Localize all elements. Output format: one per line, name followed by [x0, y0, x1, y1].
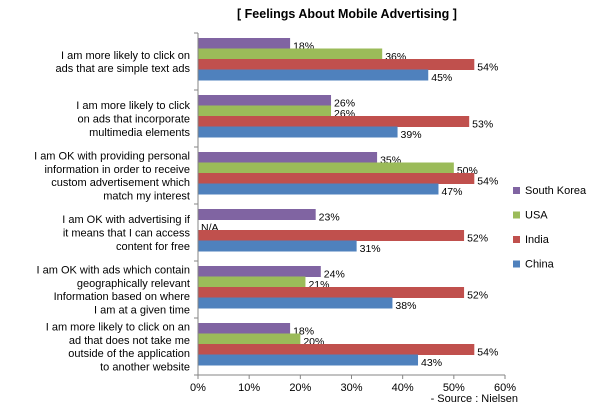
category-label: I am at a given time: [94, 305, 190, 317]
category-label: ad that does not take me: [69, 335, 190, 347]
bar-south-korea-3: [198, 209, 316, 220]
category-label: information in order to receive: [44, 164, 190, 176]
bar-india-3: [198, 230, 465, 241]
category-label: Information based on where: [54, 291, 190, 303]
bar-china-2: [198, 183, 439, 195]
bar-china-1: [198, 126, 398, 138]
bar-usa-4: [198, 276, 306, 288]
data-label: 38%: [395, 300, 416, 312]
bar-china-4: [198, 297, 393, 309]
x-tick-label: 20%: [289, 382, 311, 394]
data-label: 52%: [467, 290, 488, 302]
category-label: match my interest: [103, 191, 190, 203]
source-note: - Source : Nielsen: [431, 393, 518, 405]
data-label: 43%: [421, 357, 442, 369]
bar-south-korea-2: [198, 152, 378, 163]
category-label: content for free: [116, 241, 190, 253]
x-tick-label: 30%: [340, 382, 362, 394]
bar-china-3: [198, 240, 357, 252]
bar-south-korea-1: [198, 95, 332, 106]
bar-china-5: [198, 354, 419, 366]
category-label: to another website: [100, 362, 190, 374]
chart-title: [ Feelings About Mobile Advertising ]: [237, 7, 457, 21]
category-label: I am more likely to click: [76, 100, 190, 112]
bar-usa-5: [198, 333, 301, 345]
legend: South Korea USA India China: [513, 185, 587, 271]
legend-label: India: [525, 234, 550, 246]
data-label: 52%: [467, 233, 488, 245]
data-label: 54%: [477, 62, 498, 74]
data-label: 31%: [360, 243, 381, 255]
category-label: I am more likely to click on: [61, 50, 190, 62]
legend-swatch-usa: [513, 211, 520, 219]
data-label: 26%: [334, 98, 355, 110]
data-label: 54%: [477, 347, 498, 359]
category-label: geographically relevant: [77, 278, 190, 290]
legend-label: USA: [525, 210, 548, 222]
category-label: outside of the application: [68, 348, 190, 360]
plot-area: 18%26%35%23%24%18%36%26%50%N/A21%20%54%5…: [34, 32, 516, 394]
category-label: I am OK with providing personal: [34, 150, 190, 162]
category-label: I am OK with advertising if: [62, 214, 191, 226]
data-label: 47%: [441, 186, 462, 198]
bar-india-5: [198, 344, 475, 355]
bar-india-1: [198, 116, 470, 127]
legend-swatch-china: [513, 260, 520, 268]
data-label: 23%: [319, 212, 340, 224]
legend-swatch-south-korea: [513, 187, 520, 194]
data-label: 53%: [472, 119, 493, 131]
category-label: on ads that incorporate: [77, 114, 190, 126]
category-label: custom advertisement which: [51, 177, 190, 189]
category-label: multimedia elements: [89, 127, 190, 139]
category-label: it means that I can access: [63, 228, 191, 240]
legend-label: South Korea: [525, 185, 587, 197]
legend-label: China: [525, 259, 555, 271]
data-label: 24%: [324, 269, 345, 281]
bar-china-0: [198, 69, 429, 81]
data-label: 45%: [431, 72, 452, 84]
x-tick-label: 10%: [238, 382, 260, 394]
bar-india-4: [198, 287, 465, 298]
bar-south-korea-5: [198, 323, 291, 334]
bar-usa-0: [198, 48, 383, 60]
bar-usa-1: [198, 105, 332, 117]
bar-india-2: [198, 173, 475, 184]
category-label: ads that are simple text ads: [55, 63, 190, 75]
x-tick-label: 0%: [190, 382, 206, 394]
bar-india-0: [198, 59, 475, 70]
bar-south-korea-4: [198, 266, 321, 277]
legend-swatch-india: [513, 236, 520, 243]
data-label: 39%: [401, 129, 422, 141]
bar-south-korea-0: [198, 38, 291, 49]
category-label: I am OK with ads which contain: [37, 264, 190, 276]
x-tick-label: 40%: [392, 382, 414, 394]
bar-usa-2: [198, 162, 454, 174]
category-label: I am more likely to click on an: [46, 321, 190, 333]
data-label: 54%: [477, 176, 498, 188]
x-tick-label: 60%: [494, 382, 516, 394]
x-tick-label: 50%: [443, 382, 465, 394]
